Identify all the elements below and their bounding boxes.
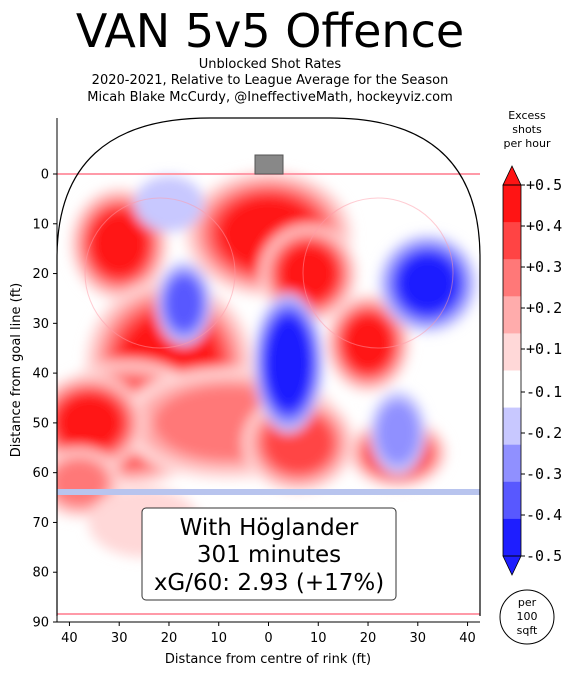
y-tick-label: 60: [32, 466, 49, 481]
colorbar-segment: [503, 259, 521, 297]
colorbar-segment: [503, 185, 521, 223]
subtitle-line-2: 2020-2021, Relative to League Average fo…: [91, 73, 449, 88]
hotspot-level: [279, 245, 337, 303]
y-tick-label: 20: [32, 267, 49, 282]
colorbar-segment: [503, 370, 521, 409]
hotspot-13: [378, 234, 477, 333]
colorbar-title-3: per hour: [504, 137, 551, 150]
x-tick-label: 40: [61, 631, 78, 646]
hotspot-14: [370, 391, 426, 475]
y-tick-label: 30: [32, 317, 49, 332]
colorbar-tick-label: -0.3: [526, 465, 562, 483]
rink-markings: [56, 117, 481, 616]
goal-net: [254, 154, 284, 175]
colorbar-title-2: shots: [512, 123, 542, 136]
y-tick-label: 80: [32, 566, 49, 581]
info-minutes: 301 minutes: [197, 542, 341, 568]
hotspot-level: [343, 314, 393, 372]
colorbar-segment: [503, 222, 521, 260]
colorbar-segment: [503, 518, 521, 557]
hotspot-6: [57, 374, 146, 472]
colorbar-tick-label: +0.5: [526, 176, 562, 194]
hotspot-level: [268, 322, 309, 404]
hotspot-11: [156, 261, 212, 346]
colorbar: Excess shots per hour +0.5 +0.4 +0.3 +0.2 +0…: [502, 109, 562, 576]
unit-badge-line-3: sqft: [517, 624, 538, 637]
colorbar-tick-label: +0.1: [526, 340, 562, 358]
hotspot-12: [253, 293, 324, 433]
colorbar-tick-label: -0.4: [526, 506, 562, 524]
subtitle-line-3: Micah Blake McCurdy, @IneffectiveMath, h…: [87, 90, 453, 105]
colorbar-segment: [503, 333, 521, 371]
colorbar-tick-label: -0.1: [526, 383, 562, 401]
faceoff-circle-left: [84, 197, 236, 349]
colorbar-bottom-arrow: [502, 555, 522, 576]
axes: 40 30 20 10 0 10 20 30 40 0 10 20 30 40 50 60 70 80 90 Di…: [9, 118, 480, 667]
info-xg: xG/60: 2.93 (+17%): [154, 570, 384, 596]
y-tick-label: 0: [41, 168, 49, 183]
hotspot-level: [57, 394, 122, 452]
hotspot-8: [326, 294, 410, 393]
colorbar-segment: [503, 296, 521, 334]
y-tick-label: 70: [32, 516, 49, 531]
colorbar-tick-label: -0.2: [526, 424, 562, 442]
y-tick-label: 50: [32, 416, 49, 431]
colorbar-top-arrow: [502, 165, 522, 186]
x-axis-label: Distance from centre of rink (ft): [165, 652, 371, 667]
subtitle-line-1: Unblocked Shot Rates: [198, 57, 342, 72]
x-tick-label: 20: [161, 631, 178, 646]
hotspot-level: [165, 275, 203, 332]
hotspot-level: [57, 459, 108, 507]
x-tick-label: 40: [459, 631, 476, 646]
hotspot-level: [134, 175, 204, 232]
unit-badge-line-2: 100: [517, 610, 538, 623]
hotspot-level: [376, 400, 420, 466]
unit-badge-line-1: per: [518, 596, 537, 609]
colorbar-tick-label: +0.4: [526, 217, 562, 235]
colorbar-tick-label: -0.5: [526, 547, 562, 565]
x-tick-label: 0: [264, 631, 272, 646]
chart-title: VAN 5v5 Offence: [75, 4, 465, 58]
colorbar-segment: [503, 481, 521, 520]
colorbar-segment: [503, 444, 521, 483]
rink-boards: [56, 117, 481, 616]
x-tick-label: 30: [111, 631, 128, 646]
colorbar-frame: [502, 184, 522, 557]
unit-badge-circle: [499, 589, 555, 645]
y-tick-label: 90: [32, 616, 49, 631]
unit-badge: per 100 sqft: [499, 589, 555, 645]
info-box: With Höglander 301 minutes xG/60: 2.93 (…: [141, 507, 397, 601]
info-box-frame: [141, 507, 397, 601]
y-axis-label: Distance from goal line (ft): [9, 283, 24, 457]
colorbar-title-1: Excess: [508, 109, 546, 122]
x-tick-label: 30: [410, 631, 427, 646]
y-tick-label: 40: [32, 367, 49, 382]
hotspot-level: [397, 253, 458, 314]
hotspot-15: [134, 175, 204, 232]
x-tick-label: 10: [310, 631, 327, 646]
hotspot-level: [90, 211, 148, 277]
x-tick-label: 10: [210, 631, 227, 646]
blue-line: [57, 489, 480, 495]
faceoff-circle-right: [302, 197, 454, 349]
colorbar-segment: [503, 407, 521, 446]
colorbar-tick-label: +0.3: [526, 258, 562, 276]
info-player: With Höglander: [180, 515, 359, 541]
y-tick-label: 10: [32, 217, 49, 232]
hotspot-10: [57, 447, 122, 518]
colorbar-tick-label: +0.2: [526, 299, 562, 317]
x-tick-label: 20: [360, 631, 377, 646]
